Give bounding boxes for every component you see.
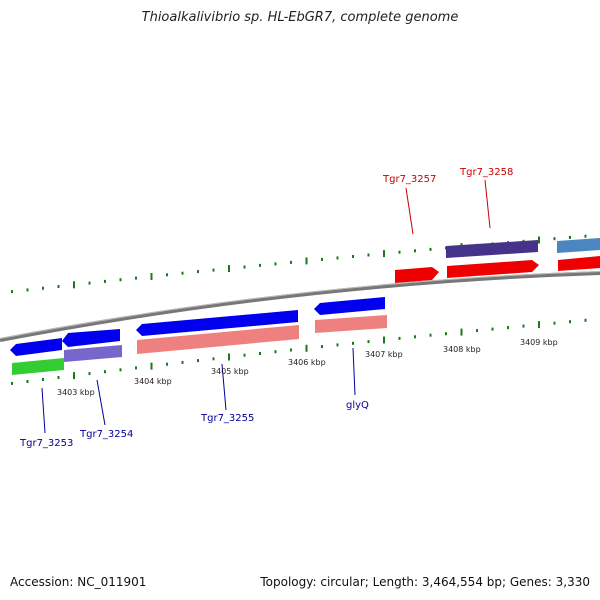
gene-feature-pink-1[interactable] [137,325,299,354]
gene-feature-darkpurple[interactable] [446,240,538,258]
gene-feature-red-long[interactable] [447,260,539,278]
gene-feature-steel[interactable] [557,238,600,253]
gene-feature-blue-3[interactable] [136,310,298,336]
kbp-label: 3405 kbp [211,367,249,376]
gene-feature-purple[interactable] [64,345,122,362]
kbp-label: 3408 kbp [443,345,481,354]
gene-label[interactable]: Tgr7_3255 [200,413,254,424]
kbp-label: 3404 kbp [134,377,172,386]
gene-feature-green[interactable] [12,358,64,375]
kbp-labels: 3403 kbp 3404 kbp 3405 kbp 3406 kbp 3407 kbp… [57,338,558,397]
kbp-label: 3406 kbp [288,358,326,367]
outer-tick-marks [11,234,587,294]
gene-feature-blue-4[interactable] [314,297,385,315]
gene-feature-blue-2[interactable] [62,329,120,347]
reverse-strand-genes [10,297,387,375]
kbp-label: 3403 kbp [57,388,95,397]
backbone-line [0,271,600,342]
gene-label[interactable]: Tgr7_3258 [459,167,513,178]
inner-tick-marks [11,318,587,385]
gene-label[interactable]: Tgr7_3257 [382,174,436,185]
kbp-label: 3407 kbp [365,350,403,359]
gene-feature-red-small[interactable] [395,267,439,283]
accession-text: Accession: NC_011901 [10,575,147,589]
gene-label[interactable]: glyQ [346,400,369,411]
gene-feature-pink-2[interactable] [315,315,387,333]
leader-lines [41,179,491,434]
gene-feature-red-edge[interactable] [558,256,600,271]
map-title: Thioalkalivibrio sp. HL-EbGR7, complete … [141,10,459,25]
gene-label[interactable]: Tgr7_3254 [79,429,133,440]
gene-label[interactable]: Tgr7_3253 [19,438,73,449]
forward-strand-genes [395,238,600,283]
kbp-label: 3409 kbp [520,338,558,347]
gene-labels: Tgr7_3257 Tgr7_3258 Tgr7_3253 Tgr7_3254 Tgr7… [19,167,513,449]
genome-stats-text: Topology: circular; Length: 3,464,554 bp… [260,575,590,589]
gene-feature-blue-1[interactable] [10,338,62,356]
